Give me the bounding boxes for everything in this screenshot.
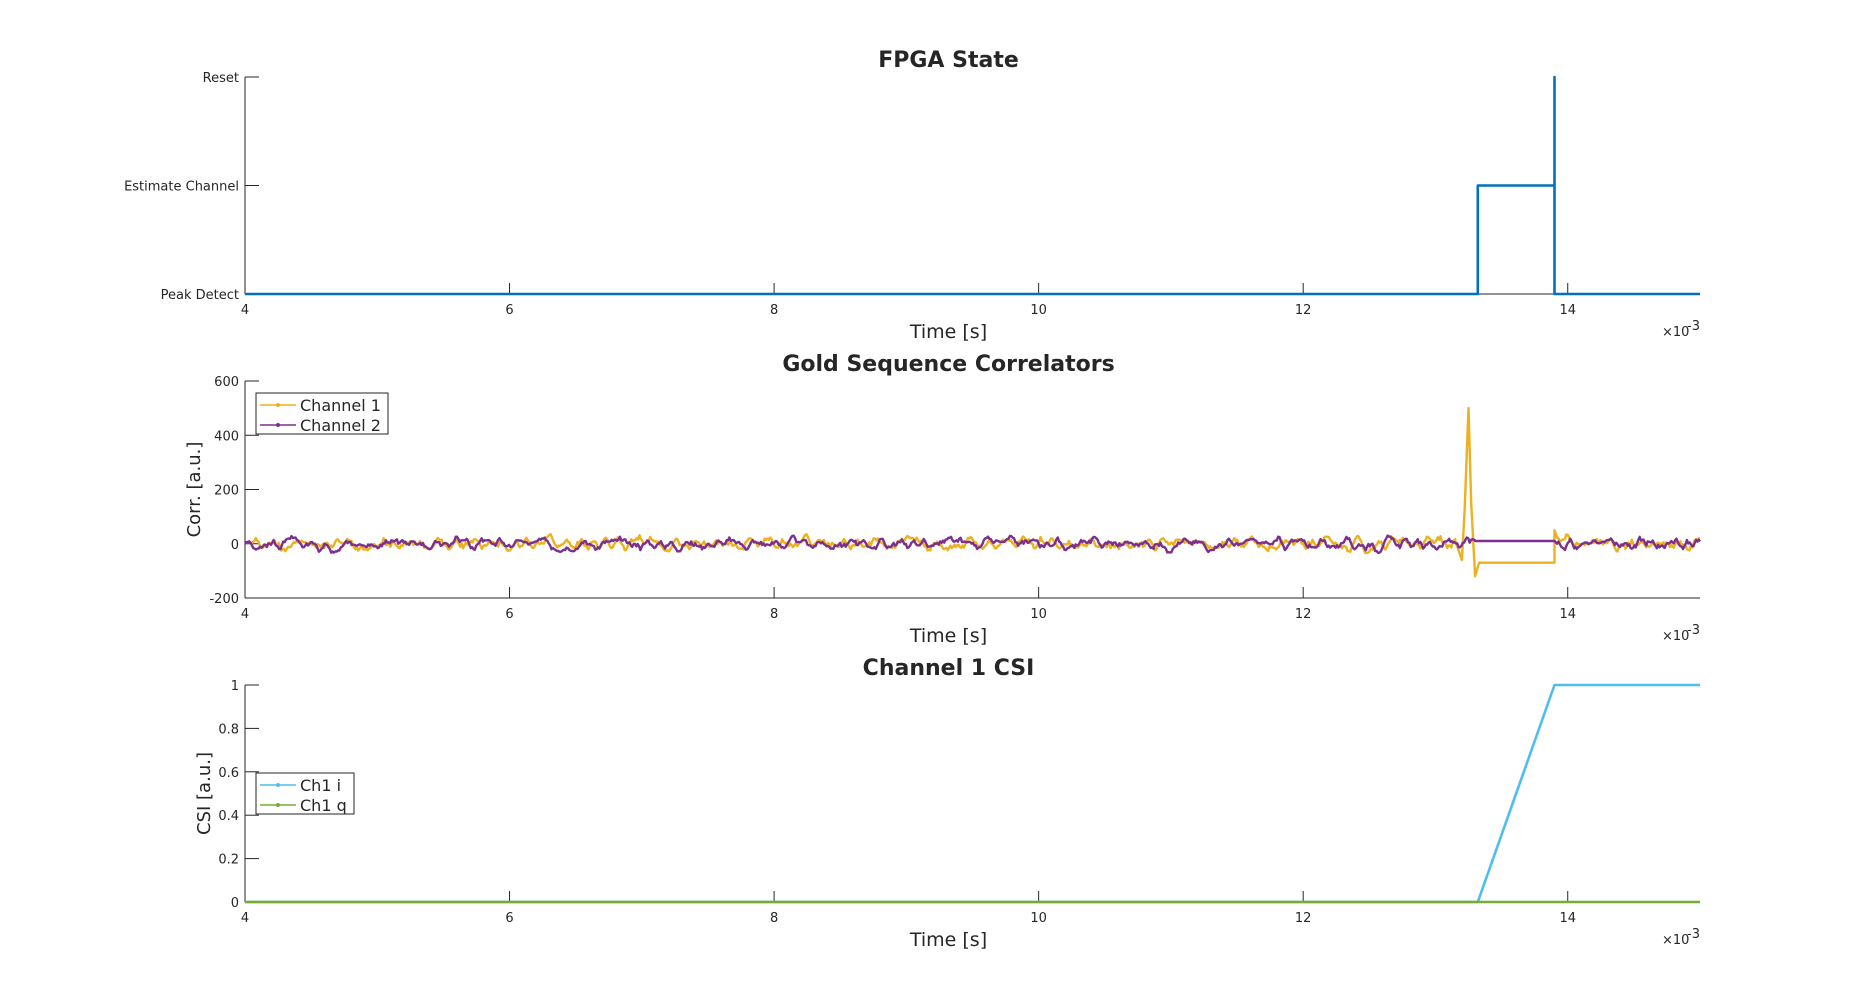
panel3-y-axis-label: CSI [a.u.]	[194, 752, 215, 835]
panel1-y-tick-label: Estimate Channel	[124, 180, 239, 195]
panel1-y-tick-label: Reset	[203, 71, 239, 86]
panel2-series-channel-2	[244, 534, 1701, 554]
panel1-x-tick-label: 8	[770, 303, 778, 318]
panel1-x-axis-label: Time [s]	[909, 321, 987, 343]
panel2-x-exponent-power: -3	[1687, 623, 1700, 638]
panel2-y-tick-label: -200	[209, 592, 239, 607]
panel2-legend-marker	[276, 423, 280, 427]
panel1-x-tick-label: 12	[1295, 303, 1312, 318]
panel3-x-axis-label: Time [s]	[909, 929, 987, 951]
panel1-x-exponent-power: -3	[1687, 319, 1700, 334]
panel1-x-tick-label: 10	[1030, 303, 1047, 318]
panel3-x-tick-label: 12	[1295, 911, 1312, 926]
panel1-title: FPGA State	[878, 48, 1019, 73]
panel2-x-axis-label: Time [s]	[909, 625, 987, 647]
panel1-x-tick-label: 4	[241, 303, 249, 318]
panel1-y-tick-label: Peak Detect	[161, 288, 239, 303]
panel3-x-exponent-base: ×10	[1662, 933, 1689, 948]
panel1-x-tick-label: 14	[1559, 303, 1576, 318]
panel3-series-ch1-i	[245, 683, 1700, 904]
panel3-legend-marker	[276, 803, 280, 807]
panel1-x-tick-label: 6	[505, 303, 513, 318]
panel2-x-tick-label: 6	[505, 607, 513, 622]
panel3-y-tick-label: 0.4	[218, 809, 239, 824]
panel3-y-tick-label: 0.6	[218, 766, 239, 781]
panel2-x-tick-label: 8	[770, 607, 778, 622]
panel3-legend-box	[255, 772, 355, 815]
panel3-y-tick-label: 0.8	[218, 722, 239, 737]
panel3-x-exponent-power: -3	[1687, 927, 1700, 942]
panel3-y-tick-label: 1	[231, 679, 239, 694]
panel3-legend-label: Ch1 i	[300, 776, 341, 795]
panel3-x-tick-label: 8	[770, 911, 778, 926]
panel3-x-tick-label: 14	[1559, 911, 1576, 926]
panel3-x-tick-label: 10	[1030, 911, 1047, 926]
panel3-title: Channel 1 CSI	[863, 656, 1035, 681]
panel2-y-tick-label: 600	[214, 375, 239, 390]
panel2-x-tick-label: 14	[1559, 607, 1576, 622]
panel3-legend-label: Ch1 q	[300, 796, 347, 815]
panel2-x-tick-label: 10	[1030, 607, 1047, 622]
panel2-y-axis-label: Corr. [a.u.]	[184, 442, 205, 538]
panel2-x-exponent-base: ×10	[1662, 629, 1689, 644]
panel2-y-tick-label: 0	[231, 538, 239, 553]
panel1-x-exponent-base: ×10	[1662, 325, 1689, 340]
panel3-x-tick-label: 6	[505, 911, 513, 926]
panel2-legend-marker	[276, 403, 280, 407]
panel2-series-channel-1	[244, 406, 1701, 578]
panel3-y-tick-label: 0	[231, 896, 239, 911]
panel2-x-tick-label: 12	[1295, 607, 1312, 622]
panel3-legend-marker	[276, 783, 280, 787]
panel2-y-tick-label: 400	[214, 429, 239, 444]
panel2-title: Gold Sequence Correlators	[782, 352, 1114, 377]
panel2-x-tick-label: 4	[241, 607, 249, 622]
panel2-legend-box	[255, 392, 389, 435]
panel2-legend-label: Channel 2	[300, 416, 381, 435]
panel1-series-state	[245, 75, 1700, 296]
panel2-legend-label: Channel 1	[300, 396, 381, 415]
panel3-y-tick-label: 0.2	[218, 853, 239, 868]
panel2-y-tick-label: 200	[214, 484, 239, 499]
panel3-x-tick-label: 4	[241, 911, 249, 926]
